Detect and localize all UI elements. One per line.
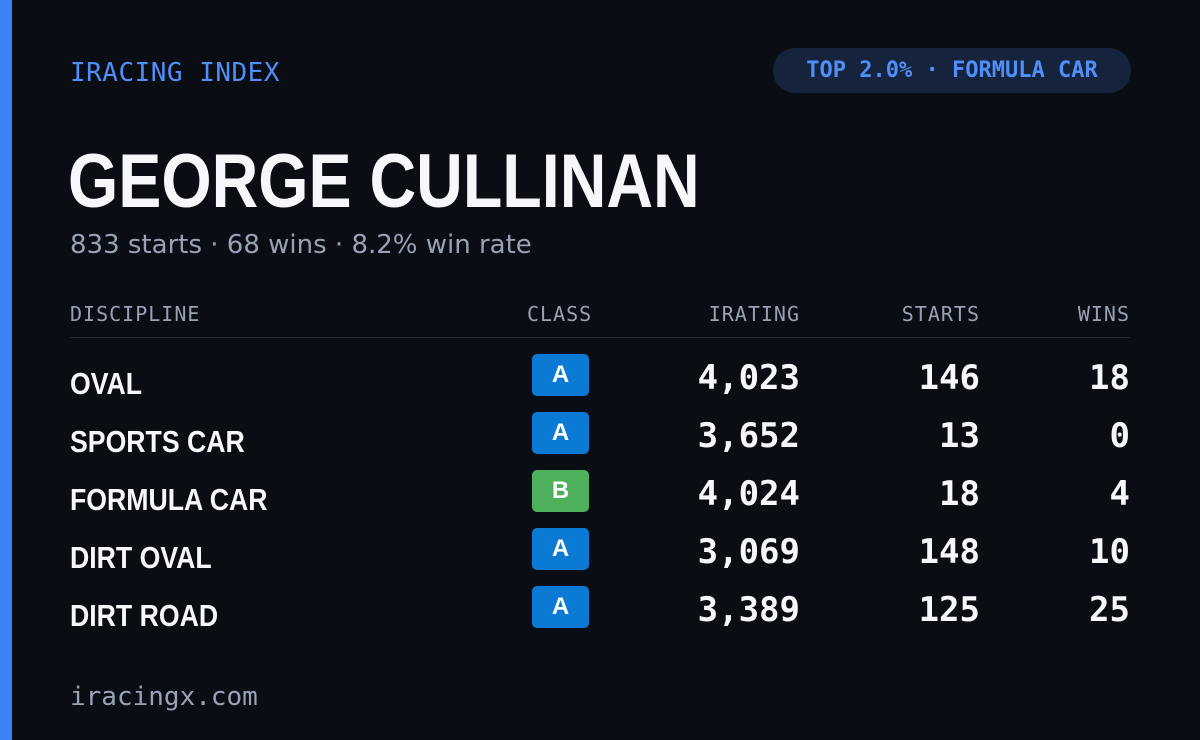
wins-value: 4 — [1109, 474, 1130, 514]
wins-value: 25 — [1089, 590, 1130, 630]
header-class: CLASS — [527, 302, 593, 326]
table-row: DIRT ROAD A 3,389 125 25 — [0, 586, 1200, 644]
discipline-name: OVAL — [70, 366, 143, 401]
header-divider — [70, 337, 1130, 338]
header-irating: IRATING — [708, 302, 800, 326]
class-badge: A — [532, 586, 589, 628]
discipline-name: SPORTS CAR — [70, 424, 245, 459]
header-wins: WINS — [1077, 302, 1130, 326]
irating-value: 4,023 — [697, 358, 800, 398]
wins-value: 0 — [1109, 416, 1130, 456]
table-row: SPORTS CAR A 3,652 13 0 — [0, 412, 1200, 470]
class-badge: A — [532, 412, 589, 454]
footer-domain: iracingx.com — [70, 682, 258, 712]
header-discipline: DISCIPLINE — [70, 302, 201, 326]
driver-name: GEORGE CULLINAN — [68, 139, 700, 224]
class-badge: B — [532, 470, 589, 512]
starts-value: 148 — [918, 532, 980, 572]
table-row: DIRT OVAL A 3,069 148 10 — [0, 528, 1200, 586]
discipline-name: DIRT ROAD — [70, 598, 219, 633]
class-badge: A — [532, 528, 589, 570]
starts-value: 146 — [918, 358, 980, 398]
rank-badge: TOP 2.0% · FORMULA CAR — [773, 48, 1131, 93]
discipline-name: FORMULA CAR — [70, 482, 268, 517]
starts-value: 13 — [939, 416, 980, 456]
starts-value: 125 — [918, 590, 980, 630]
accent-bar — [0, 0, 12, 740]
irating-value: 3,069 — [697, 532, 800, 572]
wins-value: 10 — [1089, 532, 1130, 572]
class-badge: A — [532, 354, 589, 396]
driver-summary: 833 starts · 68 wins · 8.2% win rate — [70, 230, 532, 260]
table-row: OVAL A 4,023 146 18 — [0, 354, 1200, 412]
irating-value: 3,389 — [697, 590, 800, 630]
irating-value: 4,024 — [697, 474, 800, 514]
table-row: FORMULA CAR B 4,024 18 4 — [0, 470, 1200, 528]
irating-value: 3,652 — [697, 416, 800, 456]
discipline-name: DIRT OVAL — [70, 540, 212, 575]
header-starts: STARTS — [901, 302, 980, 326]
wins-value: 18 — [1089, 358, 1130, 398]
brand-title: IRACING INDEX — [70, 58, 280, 88]
starts-value: 18 — [939, 474, 980, 514]
